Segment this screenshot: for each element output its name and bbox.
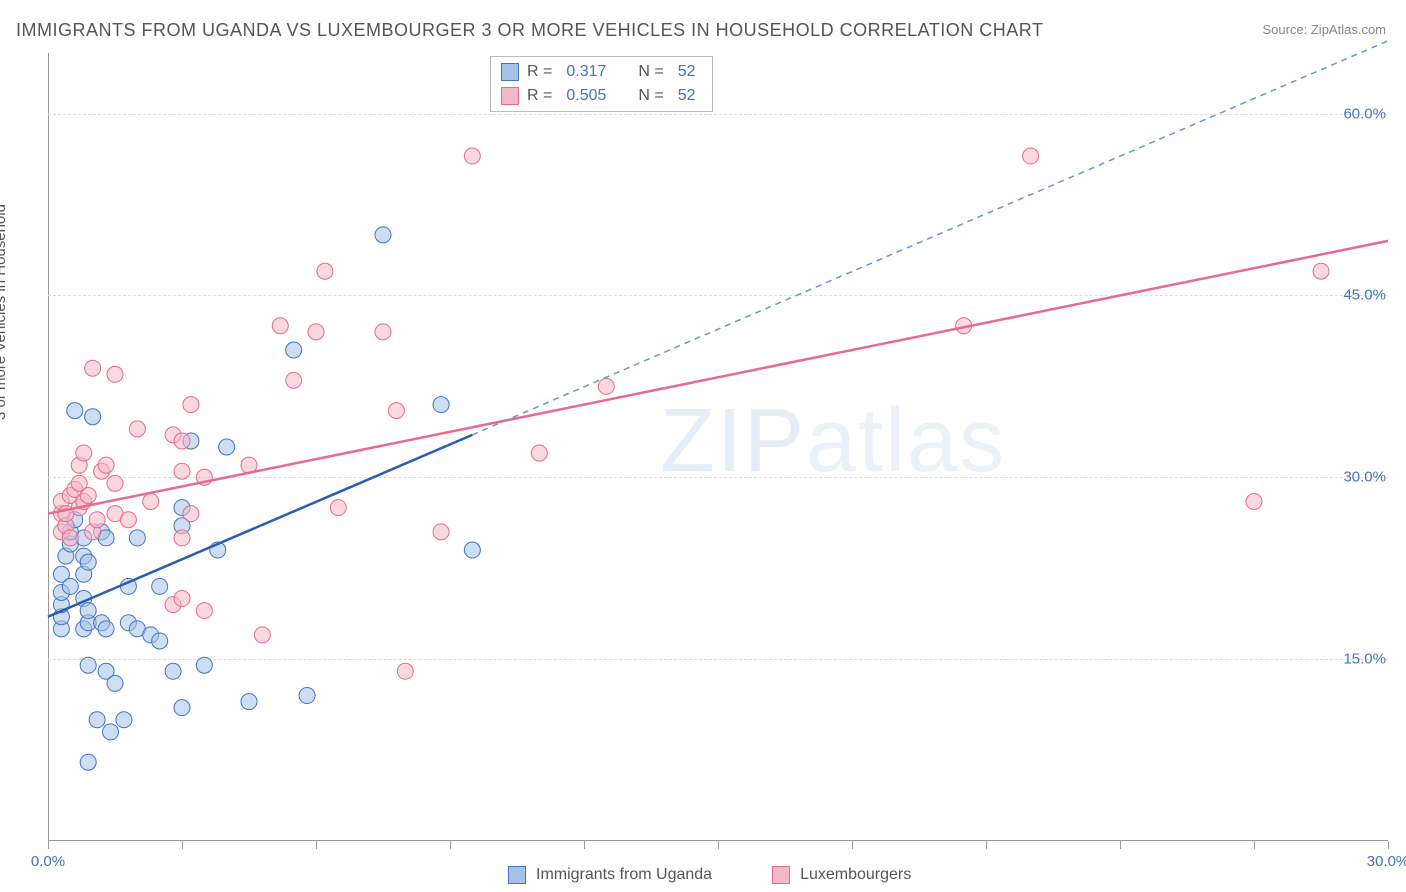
- legend-swatch: [508, 866, 526, 884]
- chart-container: IMMIGRANTS FROM UGANDA VS LUXEMBOURGER 3…: [0, 0, 1406, 892]
- scatter-point: [308, 324, 324, 340]
- scatter-point: [272, 318, 288, 334]
- xtick-mark: [852, 841, 853, 849]
- scatter-point: [80, 603, 96, 619]
- scatter-point: [397, 663, 413, 679]
- xtick-mark: [316, 841, 317, 849]
- scatter-point: [598, 378, 614, 394]
- xtick-mark: [1254, 841, 1255, 849]
- scatter-point: [174, 433, 190, 449]
- scatter-point: [375, 227, 391, 243]
- scatter-point: [196, 603, 212, 619]
- scatter-point: [531, 445, 547, 461]
- scatter-point: [1313, 263, 1329, 279]
- xtick-mark: [584, 841, 585, 849]
- scatter-point: [116, 712, 132, 728]
- scatter-point: [143, 494, 159, 510]
- scatter-point: [183, 397, 199, 413]
- scatter-point: [165, 663, 181, 679]
- scatter-point: [85, 360, 101, 376]
- xtick-mark: [1120, 841, 1121, 849]
- scatter-point: [89, 712, 105, 728]
- legend-swatch: [501, 63, 519, 81]
- scatter-point: [80, 657, 96, 673]
- stats-r-label: R =: [527, 63, 552, 81]
- scatter-point: [317, 263, 333, 279]
- scatter-point: [464, 148, 480, 164]
- stats-row: R = 0.505 N = 52: [501, 84, 702, 108]
- stats-r-value: 0.317: [566, 63, 606, 81]
- scatter-point: [129, 530, 145, 546]
- scatter-point: [375, 324, 391, 340]
- scatter-point: [433, 524, 449, 540]
- scatter-point: [1246, 494, 1262, 510]
- legend-swatch: [501, 87, 519, 105]
- xtick-label: 30.0%: [1367, 853, 1406, 870]
- stats-r-value: 0.505: [566, 87, 606, 105]
- stats-n-value: 52: [678, 63, 696, 81]
- scatter-point: [103, 724, 119, 740]
- scatter-point: [241, 694, 257, 710]
- scatter-point: [174, 530, 190, 546]
- scatter-point: [62, 578, 78, 594]
- xtick-mark: [718, 841, 719, 849]
- scatter-point: [183, 506, 199, 522]
- chart-title: IMMIGRANTS FROM UGANDA VS LUXEMBOURGER 3…: [16, 20, 1043, 41]
- stats-row: R = 0.317 N = 52: [501, 60, 702, 84]
- scatter-point: [286, 342, 302, 358]
- stats-n-label: N =: [638, 63, 663, 81]
- stats-n-label: N =: [638, 87, 663, 105]
- legend-item: Immigrants from Uganda: [508, 866, 712, 884]
- source-label: Source: ZipAtlas.com: [1262, 22, 1386, 37]
- scatter-point: [76, 445, 92, 461]
- stats-n-value: 52: [678, 87, 696, 105]
- scatter-point: [89, 512, 105, 528]
- scatter-point: [174, 591, 190, 607]
- scatter-point: [120, 512, 136, 528]
- scatter-point: [107, 475, 123, 491]
- scatter-point: [433, 397, 449, 413]
- scatter-point: [464, 542, 480, 558]
- xtick-mark: [48, 841, 49, 849]
- scatter-point: [174, 463, 190, 479]
- stats-legend-box: R = 0.317 N = 52 R = 0.505 N = 52: [490, 56, 713, 112]
- scatter-point: [330, 500, 346, 516]
- scatter-point: [98, 621, 114, 637]
- legend-label: Luxembourgers: [800, 866, 911, 884]
- legend-label: Immigrants from Uganda: [536, 866, 712, 884]
- scatter-point: [388, 403, 404, 419]
- xtick-mark: [1388, 841, 1389, 849]
- scatter-point: [152, 633, 168, 649]
- scatter-point: [254, 627, 270, 643]
- chart-svg: [48, 53, 1388, 841]
- scatter-point: [62, 530, 78, 546]
- xtick-mark: [986, 841, 987, 849]
- scatter-point: [152, 578, 168, 594]
- scatter-point: [196, 657, 212, 673]
- xtick-label: 0.0%: [31, 853, 65, 870]
- scatter-point: [129, 421, 145, 437]
- scatter-point: [219, 439, 235, 455]
- scatter-point: [174, 700, 190, 716]
- xtick-mark: [182, 841, 183, 849]
- legend-item: Luxembourgers: [772, 866, 911, 884]
- scatter-point: [98, 457, 114, 473]
- scatter-point: [286, 372, 302, 388]
- stats-r-label: R =: [527, 87, 552, 105]
- scatter-point: [107, 675, 123, 691]
- scatter-point: [1023, 148, 1039, 164]
- bottom-legend: Immigrants from Uganda Luxembourgers: [508, 866, 911, 884]
- scatter-point: [299, 688, 315, 704]
- scatter-point: [67, 403, 83, 419]
- scatter-point: [80, 554, 96, 570]
- scatter-point: [80, 487, 96, 503]
- xtick-mark: [450, 841, 451, 849]
- scatter-point: [85, 409, 101, 425]
- trendline-luxembourgers: [48, 241, 1388, 514]
- scatter-point: [80, 754, 96, 770]
- y-axis-label: 3 or more Vehicles in Household: [0, 204, 9, 420]
- legend-swatch: [772, 866, 790, 884]
- scatter-point: [107, 366, 123, 382]
